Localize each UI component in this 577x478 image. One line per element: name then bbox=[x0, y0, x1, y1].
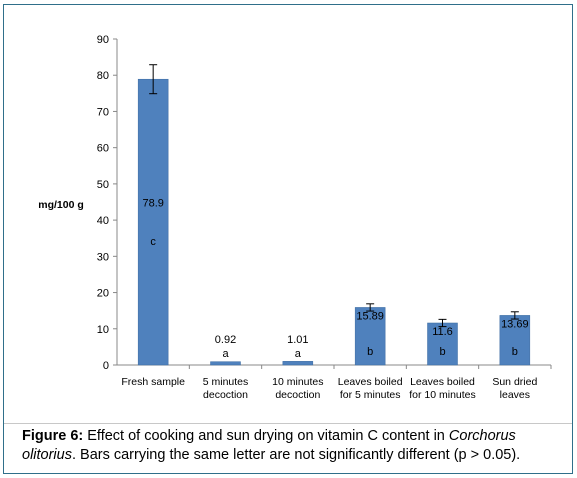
data-label: 11.6 bbox=[432, 326, 453, 338]
x-tick-label: Leaves boiled bbox=[338, 376, 403, 388]
y-tick-label: 10 bbox=[97, 324, 109, 336]
significance-letter: b bbox=[439, 346, 445, 358]
data-label: 0.92 bbox=[215, 334, 236, 346]
bar bbox=[427, 322, 458, 366]
x-tick-label: leaves bbox=[500, 389, 530, 401]
bar-chart: 0 10 20 30 40 50 60 70 80 90 mg/100 g 78.9 c Fresh sa… bbox=[38, 34, 552, 401]
x-tick-label: for 5 minutes bbox=[340, 389, 401, 401]
y-tick-label: 30 bbox=[97, 251, 109, 263]
caption-text-2: . Bars carrying the same letter are not … bbox=[71, 447, 521, 463]
y-tick-label: 60 bbox=[97, 143, 109, 155]
significance-letter: c bbox=[150, 236, 156, 248]
data-label: 15.89 bbox=[356, 310, 384, 322]
x-tick-label: Fresh sample bbox=[121, 376, 185, 388]
bar bbox=[499, 315, 531, 366]
data-label: 1.01 bbox=[287, 334, 308, 346]
significance-letter: b bbox=[367, 346, 373, 358]
caption-species: Corchorus olitorius bbox=[22, 428, 516, 463]
significance-letter: a bbox=[295, 348, 302, 360]
x-tick-label: Leaves boiled bbox=[410, 376, 475, 388]
y-tick-label: 20 bbox=[97, 288, 109, 300]
bar bbox=[282, 361, 314, 366]
bar bbox=[137, 78, 169, 366]
figure-label: Figure 6: bbox=[22, 428, 84, 444]
significance-letter: a bbox=[222, 348, 229, 360]
x-tick-label: 10 minutes bbox=[272, 376, 323, 388]
y-tick-label: 70 bbox=[97, 106, 109, 118]
x-tick-label: decoction bbox=[275, 389, 320, 401]
chart-area: 0 10 20 30 40 50 60 70 80 90 mg/100 g 78.9 c Fresh sa… bbox=[4, 5, 572, 424]
figure-caption: Figure 6: Effect of cooking and sun dryi… bbox=[22, 427, 562, 465]
y-tick-label: 80 bbox=[97, 70, 109, 82]
bar bbox=[210, 361, 241, 366]
y-axis-label: mg/100 g bbox=[38, 199, 84, 211]
x-tick-label: 5 minutes bbox=[203, 376, 249, 388]
data-label: 13.69 bbox=[501, 318, 529, 330]
y-tick-label: 40 bbox=[97, 215, 109, 227]
x-tick-label: decoction bbox=[203, 389, 248, 401]
significance-letter: b bbox=[512, 346, 518, 358]
x-tick-label: for 10 minutes bbox=[409, 389, 476, 401]
y-tick-label: 90 bbox=[97, 34, 109, 46]
caption-text-1: Effect of cooking and sun drying on vita… bbox=[83, 428, 449, 444]
y-tick-label: 50 bbox=[97, 179, 109, 191]
x-tick-label: Sun dried bbox=[492, 376, 537, 388]
y-tick-label: 0 bbox=[103, 360, 109, 372]
data-label: 78.9 bbox=[142, 197, 163, 209]
figure-frame: 0 10 20 30 40 50 60 70 80 90 mg/100 g 78.9 c Fresh sa… bbox=[3, 4, 573, 474]
